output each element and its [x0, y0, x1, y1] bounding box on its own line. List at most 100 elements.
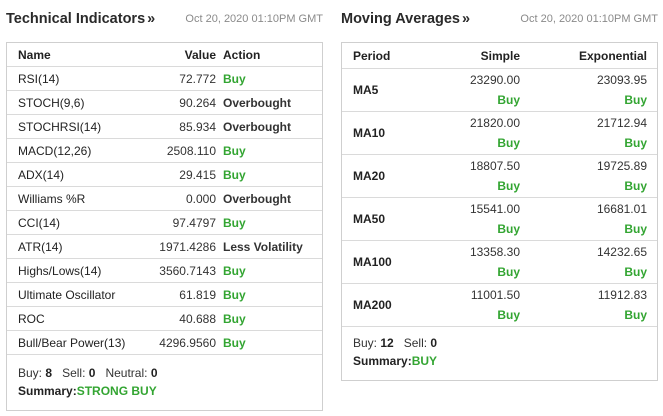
table-row: RSI(14) 72.772 Buy: [7, 67, 322, 91]
neutral-count-label: Neutral:: [105, 366, 148, 380]
moving-averages-summary: Summary:BUY: [353, 354, 437, 368]
ma-sell-count-label: Sell:: [403, 336, 428, 350]
ma-simple-value: 15541.00: [469, 202, 520, 216]
indicator-name: CCI(14): [18, 216, 61, 230]
moving-averages-title[interactable]: Moving Averages»: [341, 11, 470, 27]
indicator-name: ATR(14): [18, 240, 63, 254]
technical-indicators-header: Technical Indicators» Oct 20, 2020 01:10…: [6, 10, 323, 30]
moving-averages-title-text[interactable]: Moving Averages: [341, 11, 460, 27]
indicator-name: MACD(12,26): [18, 144, 92, 158]
ma-exponential-value: 19725.89: [596, 159, 647, 173]
chevron-right-icon[interactable]: »: [462, 11, 471, 27]
ma-exponential-value: 23093.95: [596, 73, 647, 87]
ma-period: MA5: [353, 83, 379, 97]
ma-period: MA100: [353, 255, 392, 269]
ma-simple-value: 13358.30: [469, 245, 520, 259]
indicator-action: Buy: [223, 264, 246, 278]
column-header-simple: Simple: [480, 49, 520, 63]
ma-simple-value: 21820.00: [469, 116, 520, 130]
indicator-name: Williams %R: [18, 192, 86, 206]
ma-exponential-action: Buy: [624, 222, 647, 236]
technical-indicators-title-text[interactable]: Technical Indicators: [6, 11, 146, 27]
table-row: STOCH(9,6) 90.264 Overbought: [7, 91, 322, 115]
indicator-value: 85.934: [179, 120, 216, 134]
indicator-name: STOCH(9,6): [18, 96, 85, 110]
indicator-value: 40.688: [179, 312, 216, 326]
table-row: Highs/Lows(14) 3560.7143 Buy: [7, 259, 322, 283]
indicator-name: Highs/Lows(14): [18, 264, 102, 278]
indicator-value: 3560.7143: [159, 264, 216, 278]
indicator-value: 97.4797: [172, 216, 216, 230]
ma-simple-value: 11001.50: [470, 288, 520, 302]
chevron-right-icon[interactable]: »: [147, 11, 156, 27]
table-row: Ultimate Oscillator 61.819 Buy: [7, 283, 322, 307]
ma-simple-action: Buy: [497, 93, 520, 107]
table-row: ADX(14) 29.415 Buy: [7, 163, 322, 187]
indicator-name: ADX(14): [18, 168, 65, 182]
indicator-action: Buy: [223, 144, 246, 158]
technical-indicators-timestamp: Oct 20, 2020 01:10PM GMT: [185, 13, 323, 25]
ma-exponential-value: 11912.83: [597, 288, 647, 302]
buy-count: 8: [45, 366, 53, 380]
indicator-name: RSI(14): [18, 72, 60, 86]
ma-simple-action: Buy: [497, 308, 520, 322]
indicator-name: STOCHRSI(14): [18, 120, 102, 134]
indicator-name: Bull/Bear Power(13): [18, 336, 126, 350]
ma-period: MA200: [353, 298, 392, 312]
indicator-name: Ultimate Oscillator: [18, 288, 116, 302]
ma-period: MA20: [353, 169, 386, 183]
indicator-value: 1971.4286: [159, 240, 216, 254]
technical-indicators-table: Name Value Action RSI(14) 72.772 Buy STOCH(…: [6, 42, 323, 411]
indicator-action: Overbought: [223, 192, 291, 206]
indicator-name: ROC: [18, 312, 45, 326]
ma-period: MA10: [353, 126, 386, 140]
table-row: MA200 11001.50 Buy 11912.83 Buy: [342, 284, 657, 327]
indicator-action: Buy: [223, 288, 246, 302]
indicator-action: Overbought: [223, 120, 291, 134]
indicator-value: 29.415: [179, 168, 216, 182]
table-row: STOCHRSI(14) 85.934 Overbought: [7, 115, 322, 139]
table-row: MA20 18807.50 Buy 19725.89 Buy: [342, 155, 657, 198]
summary-label: Summary:: [18, 384, 77, 398]
ma-simple-value: 18807.50: [469, 159, 520, 173]
column-header-action: Action: [223, 48, 261, 62]
neutral-count: 0: [150, 366, 158, 380]
table-row: MA100 13358.30 Buy 14232.65 Buy: [342, 241, 657, 284]
technical-indicators-counts: Buy: 8 Sell: 0 Neutral: 0: [18, 366, 158, 380]
indicator-action: Overbought: [223, 96, 291, 110]
column-header-period: Period: [353, 49, 391, 63]
indicator-action: Buy: [223, 168, 246, 182]
ma-buy-count: 12: [380, 336, 394, 350]
ma-exponential-value: 21712.94: [596, 116, 647, 130]
table-row: MA10 21820.00 Buy 21712.94 Buy: [342, 112, 657, 155]
buy-count-label: Buy:: [18, 366, 43, 380]
table-row: CCI(14) 97.4797 Buy: [7, 211, 322, 235]
technical-indicators-summary: Summary:STRONG BUY: [18, 384, 157, 398]
summary-value: STRONG BUY: [76, 384, 157, 398]
table-row: MA50 15541.00 Buy 16681.01 Buy: [342, 198, 657, 241]
ma-exponential-action: Buy: [624, 265, 647, 279]
indicator-action: Less Volatility: [223, 240, 303, 254]
indicator-value: 0.000: [185, 192, 216, 206]
moving-averages-table: Period Simple Exponential MA5 23290.00 Buy…: [341, 42, 658, 381]
indicator-value: 90.264: [179, 96, 216, 110]
moving-averages-timestamp: Oct 20, 2020 01:10PM GMT: [520, 13, 658, 25]
indicator-value: 4296.9560: [159, 336, 216, 350]
ma-exponential-action: Buy: [624, 308, 647, 322]
ma-exponential-value: 14232.65: [596, 245, 647, 259]
ma-exponential-action: Buy: [624, 136, 647, 150]
column-header-value: Value: [184, 48, 216, 62]
ma-simple-action: Buy: [497, 222, 520, 236]
column-header-name: Name: [18, 48, 51, 62]
technical-indicators-title[interactable]: Technical Indicators»: [6, 11, 155, 27]
moving-averages-header: Moving Averages» Oct 20, 2020 01:10PM GM…: [341, 10, 658, 30]
ma-period: MA50: [353, 212, 386, 226]
ma-simple-action: Buy: [497, 265, 520, 279]
indicator-action: Buy: [223, 312, 246, 326]
moving-averages-header-row: Period Simple Exponential: [342, 43, 657, 69]
indicator-value: 72.772: [179, 72, 216, 86]
ma-buy-count-label: Buy:: [353, 336, 378, 350]
ma-exponential-action: Buy: [624, 179, 647, 193]
ma-summary-label: Summary:: [353, 354, 412, 368]
indicator-action: Buy: [223, 72, 246, 86]
